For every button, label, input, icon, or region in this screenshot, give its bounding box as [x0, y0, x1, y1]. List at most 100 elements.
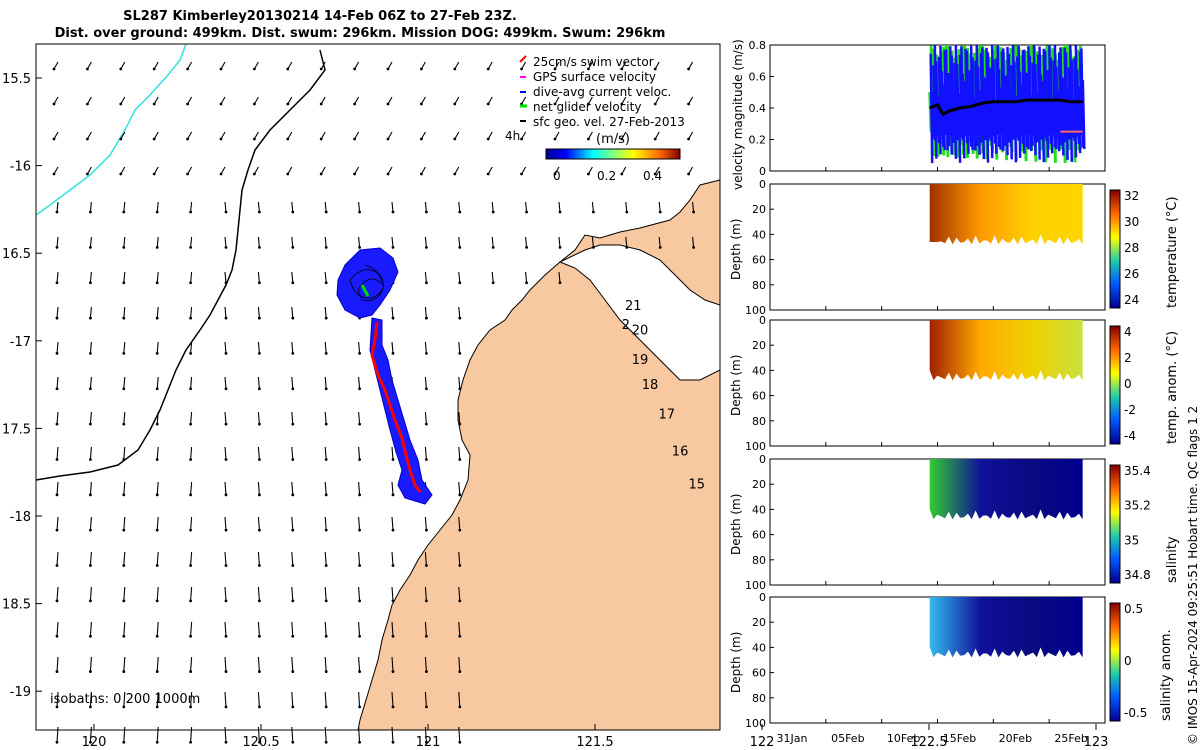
vector-head — [425, 599, 428, 603]
vector-head — [358, 493, 361, 497]
vector-arrow — [358, 551, 361, 566]
vector-head — [122, 281, 126, 285]
day-label: 20 — [632, 323, 649, 338]
vector-arrow — [224, 551, 227, 566]
vector-arrow — [424, 586, 427, 601]
vector-head — [258, 528, 261, 532]
vector-arrow — [257, 656, 260, 672]
vector-head — [155, 316, 159, 320]
vector-arrow — [458, 586, 461, 601]
vector-arrow — [89, 586, 92, 601]
map-ytick-label: 17.5 — [2, 422, 31, 437]
vector-head — [358, 670, 361, 673]
vector-head — [189, 210, 193, 214]
vector-head — [687, 137, 690, 141]
vector-head — [386, 102, 390, 106]
vector-head — [89, 458, 92, 461]
vector-head — [291, 458, 295, 461]
velocity-vector-field — [52, 61, 695, 744]
vector-head — [458, 493, 462, 497]
vector-head — [55, 740, 59, 744]
vector-arrow — [190, 691, 193, 707]
depth-ylabel: Depth (m) — [729, 632, 743, 693]
vector-arrow — [56, 621, 59, 637]
vector-head — [425, 210, 428, 214]
vector-head — [258, 387, 261, 391]
vector-arrow — [89, 201, 92, 213]
depth-panel-4: 0 20 40 60 80 100 Depth (m) 0.5 0 -0.5 salinity an… — [729, 591, 1174, 730]
colorbar-tick: -2 — [1124, 403, 1136, 417]
vector-head — [358, 458, 361, 461]
vector-head — [420, 172, 423, 176]
vector-arrow — [324, 271, 327, 283]
vector-head — [224, 387, 228, 391]
vector-head — [55, 634, 59, 638]
vector-head — [291, 564, 295, 567]
vector-head — [258, 281, 261, 285]
vector-arrow — [291, 376, 294, 389]
vector-arrow — [458, 621, 461, 637]
vector-head — [189, 599, 193, 603]
legend-item-gps: GPS surface velocity — [533, 70, 656, 84]
map-legend: 25cm/s swim vector GPS surface velocity … — [505, 55, 685, 183]
vector-arrow — [89, 236, 92, 248]
vector-arrow — [224, 411, 227, 425]
vector-head — [458, 422, 462, 426]
vector-head — [89, 564, 92, 567]
vector-head — [224, 634, 228, 638]
vector-arrow — [291, 691, 294, 707]
vector-head — [386, 67, 390, 71]
colorbar-tick: 34.8 — [1124, 568, 1151, 582]
vector-head — [553, 102, 557, 106]
vector-arrow — [291, 271, 294, 283]
vector-arrow — [558, 236, 561, 248]
vector-arrow — [56, 376, 59, 389]
vector-head — [324, 316, 328, 320]
vector-head — [258, 705, 261, 709]
vector-arrow — [692, 236, 695, 248]
vector-arrow — [190, 656, 193, 672]
vector-arrow — [56, 201, 59, 213]
vector-arrow — [358, 201, 361, 213]
vector-head — [224, 705, 228, 709]
vector-arrow — [56, 481, 59, 495]
vector-arrow — [56, 446, 59, 460]
isobaths-label: isobaths: 0 200 1000m — [50, 692, 200, 707]
depth-colorbar — [1109, 602, 1121, 722]
vector-arrow — [56, 656, 59, 672]
vector-head — [122, 705, 126, 709]
legend-item-net: net glider velocity — [533, 100, 641, 114]
vel-ytick-label: 0.4 — [749, 102, 767, 115]
vector-head — [291, 422, 295, 426]
vector-head — [122, 245, 126, 249]
vector-head — [391, 493, 395, 497]
vector-head — [625, 245, 629, 249]
vector-head — [189, 245, 193, 249]
vector-head — [89, 599, 92, 603]
vector-head — [186, 137, 190, 141]
vector-head — [86, 137, 89, 141]
vector-head — [653, 102, 657, 106]
vector-arrow — [558, 271, 561, 283]
legend-swim-icon — [519, 55, 527, 63]
vector-head — [224, 281, 228, 285]
colorbar-tick-0: 0 — [553, 169, 561, 183]
vector-head — [319, 67, 323, 71]
vector-arrow — [591, 236, 594, 248]
vector-head — [425, 634, 428, 638]
vector-arrow — [56, 271, 59, 283]
vector-head — [122, 316, 126, 320]
vector-head — [253, 137, 256, 141]
vector-head — [291, 210, 295, 214]
vector-arrow — [391, 306, 394, 319]
vector-head — [319, 102, 323, 106]
vector-arrow — [89, 621, 92, 637]
vector-arrow — [190, 621, 193, 637]
vector-arrow — [224, 376, 227, 389]
depth-ytick-label: 20 — [752, 203, 766, 216]
vector-head — [358, 352, 361, 355]
vector-head — [258, 740, 261, 744]
vel-ytick-label: 0 — [759, 165, 766, 178]
vector-arrow — [291, 551, 294, 566]
